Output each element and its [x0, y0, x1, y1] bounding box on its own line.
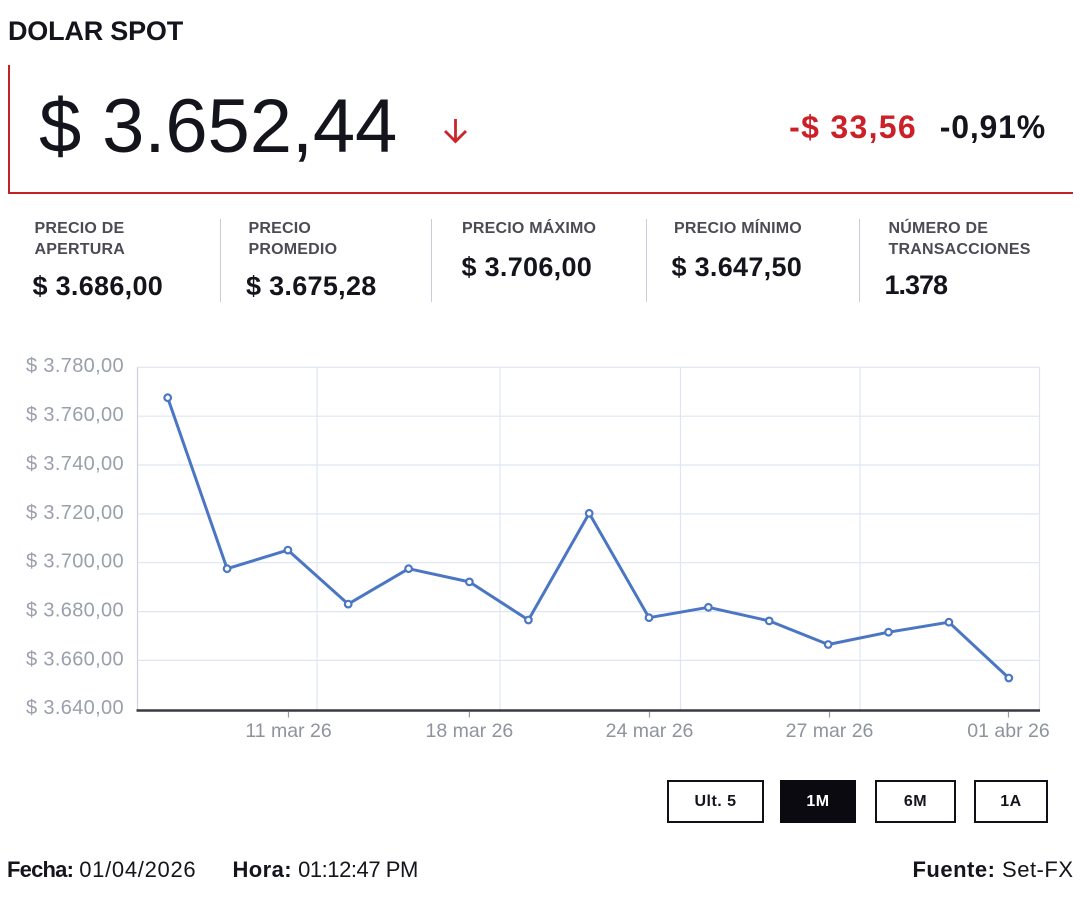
svg-text:$ 3.760,00: $ 3.760,00: [26, 404, 124, 426]
svg-text:18 mar 26: 18 mar 26: [425, 720, 513, 742]
svg-text:$ 3.640,00: $ 3.640,00: [26, 697, 124, 719]
svg-text:$ 3.680,00: $ 3.680,00: [26, 600, 124, 622]
svg-text:$ 3.740,00: $ 3.740,00: [26, 453, 124, 475]
svg-text:11 mar 26: 11 mar 26: [245, 720, 331, 742]
svg-text:01 abr 26: 01 abr 26: [967, 720, 1049, 742]
svg-text:27 mar 26: 27 mar 26: [786, 720, 874, 742]
svg-text:$ 3.720,00: $ 3.720,00: [26, 502, 124, 524]
svg-text:24 mar 26: 24 mar 26: [606, 720, 694, 742]
svg-text:$ 3.660,00: $ 3.660,00: [26, 648, 124, 670]
svg-text:$ 3.780,00: $ 3.780,00: [26, 355, 124, 377]
svg-text:$ 3.700,00: $ 3.700,00: [26, 551, 124, 573]
